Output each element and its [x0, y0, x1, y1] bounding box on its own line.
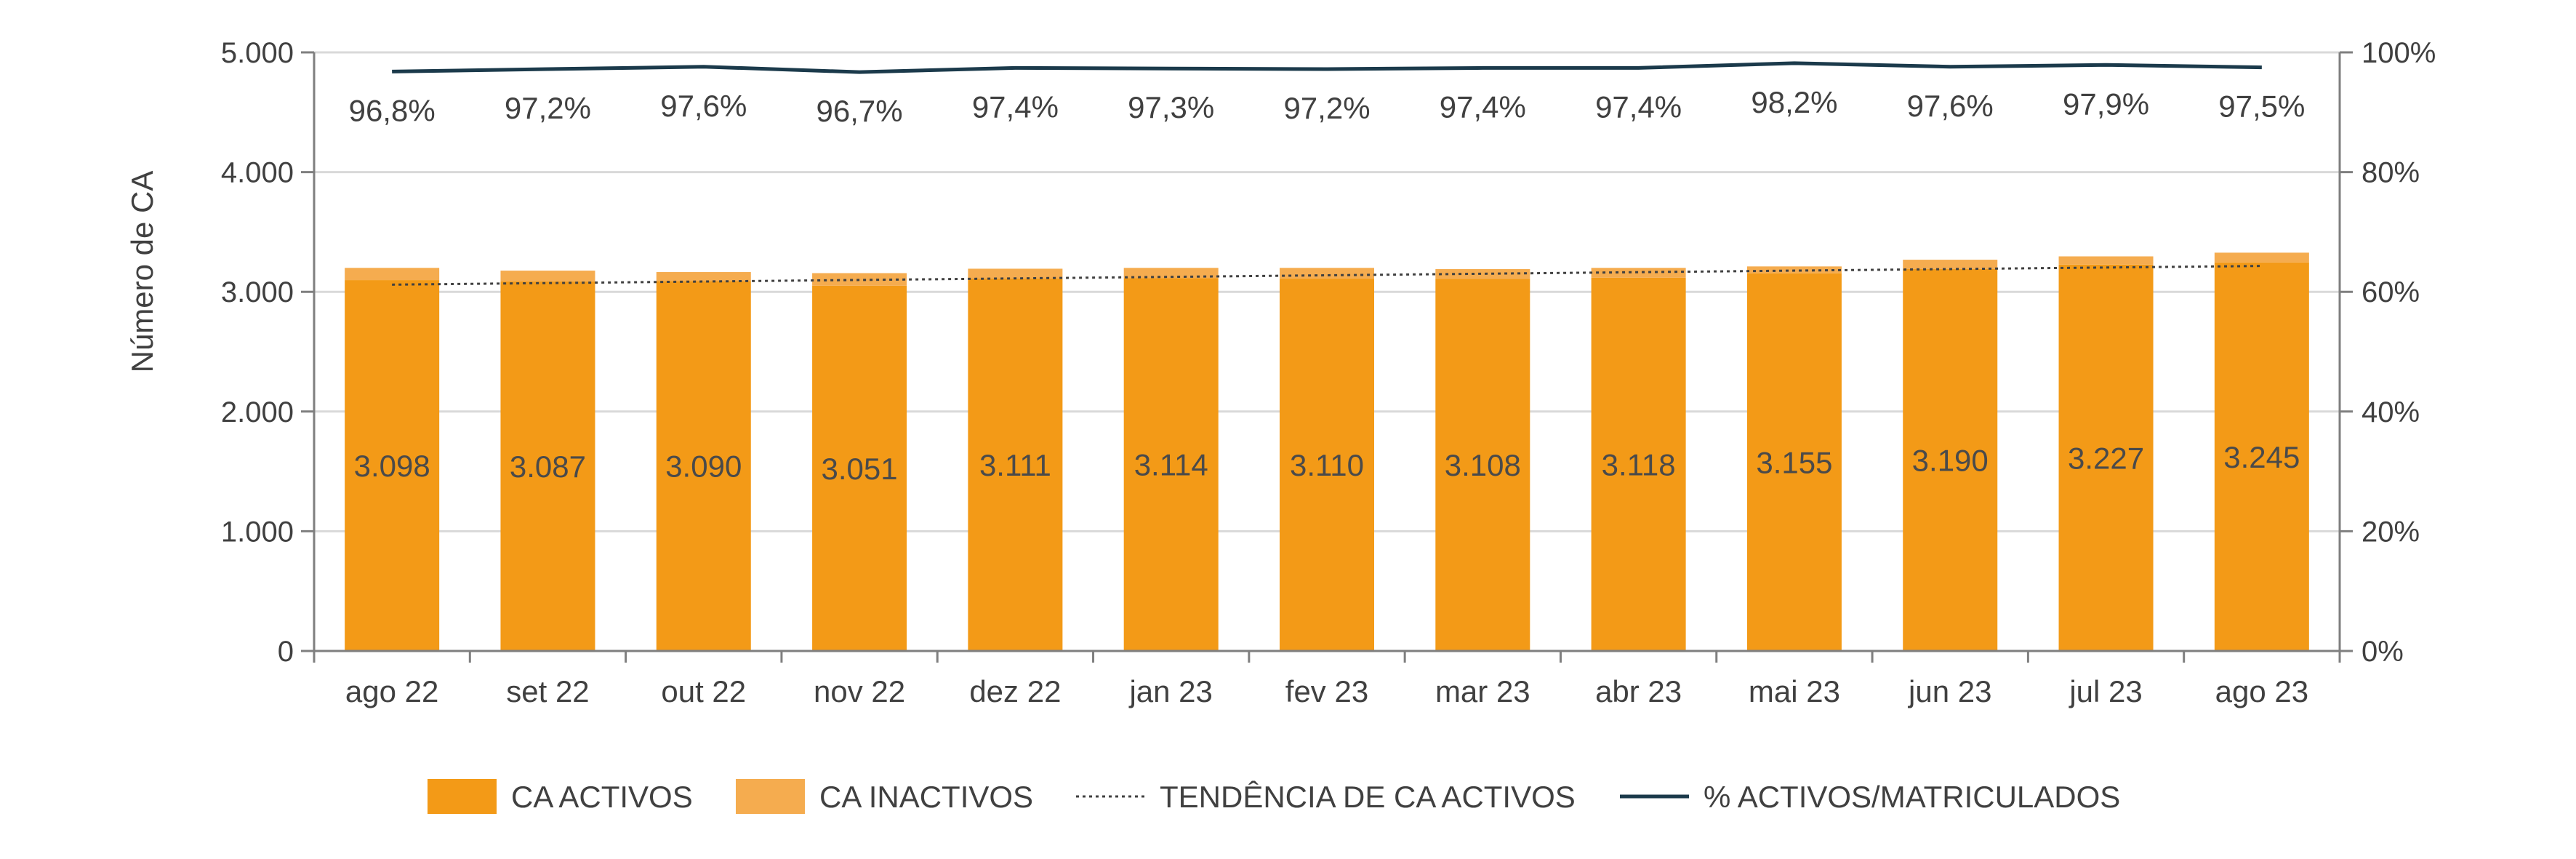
bar-ca-inactivos: [1591, 268, 1686, 278]
x-tick-label: mai 23: [1749, 674, 1840, 708]
percent-data-label: 96,8%: [349, 93, 436, 127]
bar-data-label: 3.051: [822, 452, 898, 486]
bar-data-label: 3.155: [1756, 445, 1832, 479]
percent-data-label: 97,4%: [1595, 89, 1682, 124]
legend-label-percent: % ACTIVOS/MATRICULADOS: [1704, 780, 2120, 814]
x-tick-label: dez 22: [969, 674, 1061, 708]
bar-ca-activos: [812, 285, 907, 651]
bar-data-label: 3.111: [979, 448, 1051, 482]
percent-data-label: 97,6%: [1907, 89, 1994, 123]
y2-tick-label: 40%: [2362, 396, 2420, 428]
bar-data-label: 3.110: [1290, 448, 1364, 482]
y2-tick-label: 100%: [2362, 37, 2436, 69]
bar-data-label: 3.090: [665, 450, 742, 484]
bar-data-label: 3.227: [2068, 441, 2144, 475]
bar-ca-activos: [1903, 268, 1998, 651]
bar-data-label: 3.098: [354, 449, 430, 483]
x-tick-label: out 22: [661, 674, 746, 708]
x-tick-label: nov 22: [814, 674, 905, 708]
bar-ca-inactivos: [1280, 268, 1374, 279]
bar-data-label: 3.108: [1445, 448, 1521, 482]
bar-data-label: 3.118: [1602, 447, 1676, 482]
bar-ca-inactivos: [968, 268, 1063, 279]
legend-label-ca-inactivos: CA INACTIVOS: [819, 780, 1033, 814]
y-tick-label: 1.000: [221, 516, 294, 548]
percent-data-label: 97,5%: [2218, 89, 2305, 124]
bar-ca-inactivos: [656, 272, 751, 281]
percent-data-label: 97,6%: [660, 89, 747, 123]
x-tick-label: jun 23: [1907, 674, 1991, 708]
y-tick-label: 5.000: [221, 37, 294, 69]
x-tick-label: ago 22: [345, 674, 438, 708]
x-tick-label: fev 23: [1285, 674, 1368, 708]
axes-group: 0 1.000 2.000 3.000 4.000 5.000 0% 20% 40% 60% 80%…: [125, 37, 2436, 708]
bar-ca-activos: [968, 278, 1063, 651]
y2-tick-label: 60%: [2362, 276, 2420, 308]
bar-data-label: 3.245: [2223, 440, 2300, 474]
y2-tick-label: 20%: [2362, 516, 2420, 548]
bar-ca-activos: [1123, 278, 1219, 651]
y-tick-label: 4.000: [221, 157, 294, 189]
percent-line-group: [392, 61, 2262, 74]
percent-data-label: 97,2%: [505, 91, 591, 125]
x-tick-label: jan 23: [1128, 674, 1212, 708]
x-tick-label: abr 23: [1595, 674, 1682, 708]
bars-group: [345, 252, 2309, 651]
bar-data-label: 3.114: [1134, 448, 1208, 482]
legend: CA ACTIVOS CA INACTIVOS TENDÊNCIA DE CA AC…: [428, 779, 2120, 814]
y-tick-label: 0: [278, 636, 294, 668]
bar-ca-activos: [656, 281, 751, 651]
percent-data-label: 96,7%: [816, 94, 903, 128]
y2-tick-label: 0%: [2362, 636, 2404, 668]
y-axis-title: Número de CA: [125, 171, 159, 373]
bar-data-label: 3.190: [1912, 443, 1989, 477]
x-tick-label: mar 23: [1435, 674, 1530, 708]
percent-data-label: 97,3%: [1128, 90, 1214, 124]
x-tick-label: ago 23: [2215, 674, 2308, 708]
y-tick-label: 3.000: [221, 276, 294, 308]
bar-ca-inactivos: [1435, 268, 1530, 279]
bar-ca-activos: [2058, 264, 2154, 651]
bar-ca-activos: [1746, 273, 1842, 651]
bar-data-label: 3.087: [510, 450, 586, 484]
labels-group: 3.098 3.087 3.090 3.051 3.111 3.114 3.110 3.108…: [349, 85, 2306, 486]
bar-ca-activos: [345, 280, 440, 651]
x-tick-label: set 22: [506, 674, 589, 708]
legend-label-tendencia: TENDÊNCIA DE CA ACTIVOS: [1160, 780, 1576, 814]
bar-ca-inactivos: [1123, 268, 1219, 279]
bar-ca-inactivos: [2214, 252, 2309, 263]
legend-swatch-ca-inactivos: [736, 779, 805, 814]
trend-group: [392, 265, 2262, 286]
trend-line: [392, 265, 2262, 286]
bar-ca-activos: [1280, 279, 1374, 651]
bar-ca-inactivos: [345, 268, 440, 281]
y-tick-label: 2.000: [221, 396, 294, 428]
bar-ca-activos: [1435, 279, 1530, 651]
y2-tick-label: 80%: [2362, 157, 2420, 189]
percent-data-label: 97,4%: [1440, 89, 1526, 124]
bar-ca-inactivos: [1903, 260, 1998, 269]
legend-swatch-ca-activos: [428, 779, 497, 814]
percent-data-label: 97,9%: [2063, 87, 2149, 121]
x-tick-label: jul 23: [2068, 674, 2142, 708]
bar-ca-activos: [1591, 277, 1686, 651]
percent-line: [392, 61, 2262, 74]
bar-ca-activos: [500, 281, 595, 651]
percent-data-label: 97,4%: [972, 89, 1059, 124]
bar-ca-activos: [2214, 262, 2309, 651]
bar-ca-inactivos: [2058, 256, 2154, 265]
legend-label-ca-activos: CA ACTIVOS: [511, 780, 693, 814]
percent-data-label: 98,2%: [1751, 85, 1837, 119]
bar-ca-inactivos: [500, 271, 595, 281]
percent-data-label: 97,2%: [1283, 91, 1370, 125]
